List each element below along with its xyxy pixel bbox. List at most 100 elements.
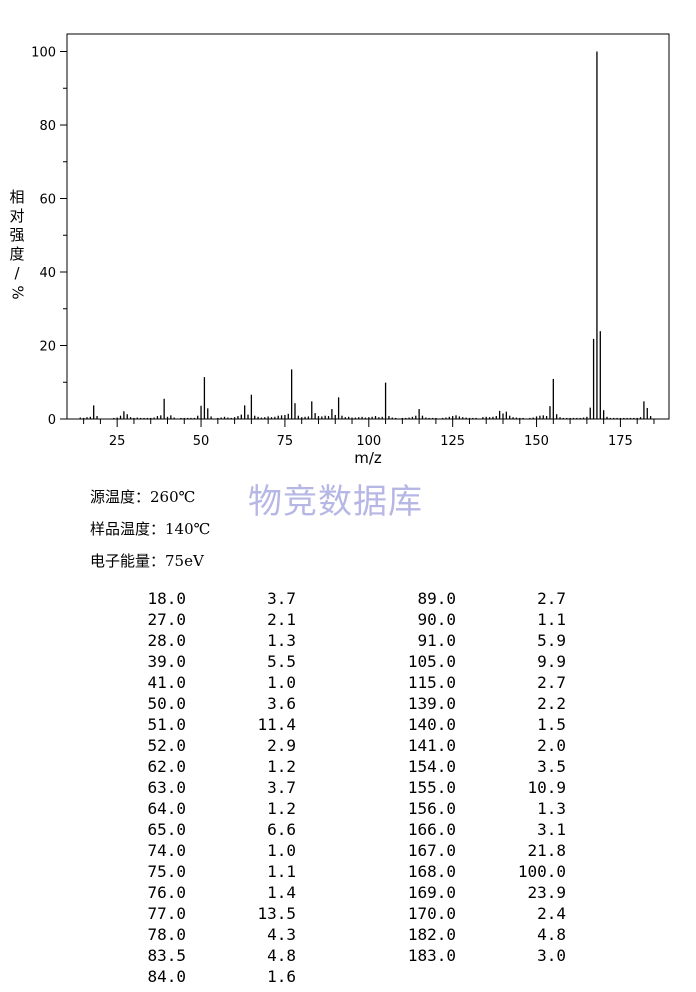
peak-intensity: 3.5 — [537, 757, 566, 776]
peak-mz: 64.0 — [147, 799, 186, 818]
peak-mz: 18.0 — [147, 589, 186, 608]
peak-mz: 78.0 — [147, 925, 186, 944]
peak-row: 166.0 3.1 — [0, 819, 696, 840]
peak-intensity: 13.5 — [257, 904, 296, 923]
percent-sign: % — [8, 285, 27, 300]
peak-mz: 166.0 — [407, 820, 456, 839]
source-temperature: 源温度：260℃ — [90, 488, 196, 506]
peak-row: 105.0 9.9 — [0, 651, 696, 672]
peak-mz: 115.0 — [407, 673, 456, 692]
peak-intensity: 2.1 — [267, 610, 296, 629]
peak-row: 28.0 1.3 — [0, 630, 696, 651]
peak-mz: 28.0 — [147, 631, 186, 650]
peak-mz: 182.0 — [407, 925, 456, 944]
y-tick-label: 0 — [48, 413, 56, 428]
peak-row: 63.0 3.7 — [0, 777, 696, 798]
peak-mz: 183.0 — [407, 946, 456, 965]
peak-row: 77.0 13.5 — [0, 903, 696, 924]
peak-intensity: 4.8 — [537, 925, 566, 944]
x-tick-label: 125 — [440, 434, 465, 449]
peak-intensity: 1.2 — [267, 757, 296, 776]
peak-row: 83.5 4.8 — [0, 945, 696, 966]
y-axis-label-char: / — [14, 264, 20, 282]
peak-row: 89.0 2.7 — [0, 588, 696, 609]
peak-intensity: 2.2 — [537, 694, 566, 713]
peak-mz: 105.0 — [407, 652, 456, 671]
peak-table-left: 18.0 3.7 27.0 2.1 28.0 1.3 39.0 5.5 41.0 1.0 50.0 3… — [0, 588, 696, 987]
y-tick-label: 20 — [39, 340, 56, 355]
peak-intensity: 1.6 — [267, 967, 296, 986]
spectrum-bars — [79, 51, 652, 419]
peak-mz: 27.0 — [147, 610, 186, 629]
peak-intensity: 2.9 — [267, 736, 296, 755]
watermark: 物竞数据库 — [248, 482, 423, 522]
peak-mz: 89.0 — [417, 589, 456, 608]
peak-row: 91.0 5.9 — [0, 630, 696, 651]
peak-mz: 156.0 — [407, 799, 456, 818]
peak-mz: 50.0 — [147, 694, 186, 713]
peak-intensity: 6.6 — [267, 820, 296, 839]
peak-mz: 75.0 — [147, 862, 186, 881]
peak-row: 51.0 11.4 — [0, 714, 696, 735]
peak-mz: 155.0 — [407, 778, 456, 797]
peak-intensity: 4.8 — [267, 946, 296, 965]
peak-row: 62.0 1.2 — [0, 756, 696, 777]
peak-row: 168.0 100.0 — [0, 861, 696, 882]
y-axis-label: 相 对 强 度 / % — [6, 188, 28, 302]
x-axis-ticks: 25 50 75 100 125 150 175 — [83, 419, 655, 449]
peak-mz: 77.0 — [147, 904, 186, 923]
peak-intensity: 21.8 — [527, 841, 566, 860]
peak-intensity: 1.2 — [267, 799, 296, 818]
peak-intensity: 3.0 — [537, 946, 566, 965]
peak-mz: 141.0 — [407, 736, 456, 755]
peak-mz: 76.0 — [147, 883, 186, 902]
peak-row: 139.0 2.2 — [0, 693, 696, 714]
y-axis-label-char: 度 — [9, 245, 25, 263]
peak-mz: 74.0 — [147, 841, 186, 860]
peak-intensity: 1.5 — [537, 715, 566, 734]
peak-mz: 91.0 — [417, 631, 456, 650]
peak-intensity: 2.4 — [537, 904, 566, 923]
plot-frame — [66, 33, 670, 420]
peak-intensity: 2.7 — [537, 589, 566, 608]
peak-intensity: 1.3 — [267, 631, 296, 650]
peak-mz: 90.0 — [417, 610, 456, 629]
peak-mz: 51.0 — [147, 715, 186, 734]
peak-intensity: 3.7 — [267, 778, 296, 797]
peak-intensity: 4.3 — [267, 925, 296, 944]
x-tick-label: 75 — [277, 434, 294, 449]
peak-table-right: 89.0 2.7 90.0 1.1 91.0 5.9 105.0 9.9 115.0 2.7 139… — [0, 588, 696, 966]
peak-row: 167.0 21.8 — [0, 840, 696, 861]
y-axis-ticks: 0 20 40 60 80 100 — [31, 46, 67, 428]
peak-intensity: 11.4 — [257, 715, 296, 734]
peak-row: 76.0 1.4 — [0, 882, 696, 903]
y-axis-label-char: % — [6, 283, 28, 302]
y-tick-label: 40 — [39, 266, 56, 281]
peak-row: 41.0 1.0 — [0, 672, 696, 693]
peak-row: 50.0 3.6 — [0, 693, 696, 714]
peak-intensity: 3.7 — [267, 589, 296, 608]
peak-mz: 139.0 — [407, 694, 456, 713]
peak-intensity: 100.0 — [517, 862, 566, 881]
peak-intensity: 2.0 — [537, 736, 566, 755]
x-tick-label: 100 — [356, 434, 381, 449]
peak-intensity: 1.1 — [267, 862, 296, 881]
peak-row: 140.0 1.5 — [0, 714, 696, 735]
peak-row: 18.0 3.7 — [0, 588, 696, 609]
peak-row: 154.0 3.5 — [0, 756, 696, 777]
peak-row: 27.0 2.1 — [0, 609, 696, 630]
y-axis-label-char: 强 — [9, 226, 25, 244]
peak-intensity: 9.9 — [537, 652, 566, 671]
x-tick-label: 175 — [608, 434, 633, 449]
peak-mz: 154.0 — [407, 757, 456, 776]
peak-mz: 169.0 — [407, 883, 456, 902]
peak-row: 169.0 23.9 — [0, 882, 696, 903]
peak-mz: 83.5 — [147, 946, 186, 965]
peak-row: 155.0 10.9 — [0, 777, 696, 798]
peak-mz: 170.0 — [407, 904, 456, 923]
sample-temperature: 样品温度：140℃ — [90, 520, 211, 538]
y-axis-label-char: 对 — [9, 207, 25, 225]
peak-mz: 62.0 — [147, 757, 186, 776]
x-tick-label: 25 — [109, 434, 126, 449]
peak-row: 170.0 2.4 — [0, 903, 696, 924]
